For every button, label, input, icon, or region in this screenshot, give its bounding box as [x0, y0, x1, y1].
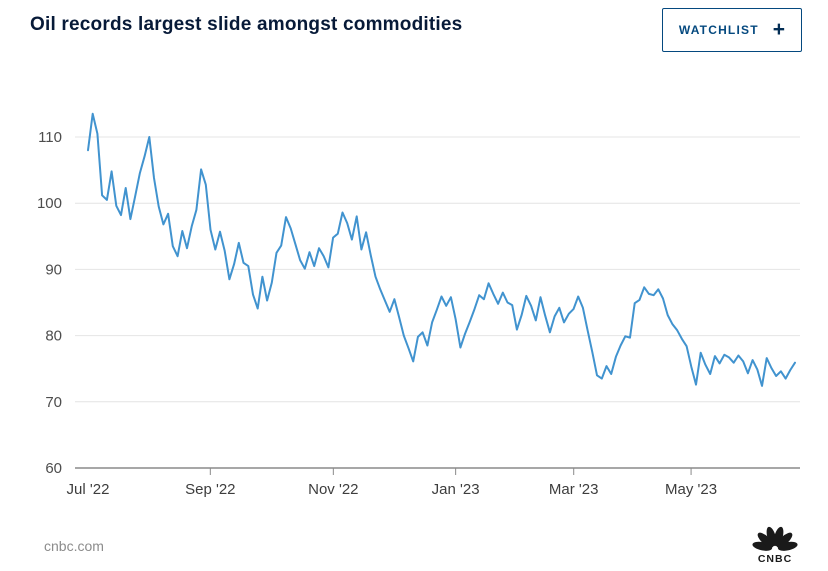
source-attribution: cnbc.com [44, 538, 104, 554]
x-tick-label: Sep '22 [185, 481, 235, 498]
watchlist-label: WATCHLIST [678, 23, 759, 37]
cnbc-logo: CNBC [752, 526, 798, 564]
x-tick-label: Mar '23 [549, 481, 599, 498]
x-tick-label: Jan '23 [432, 481, 480, 498]
price-line [87, 112, 796, 387]
y-tick-label: 90 [45, 261, 62, 278]
watchlist-button[interactable]: WATCHLIST + [661, 8, 802, 52]
oil-price-line-chart: 60 70 80 90 100 110 Jul '22 Sep '22 Nov '22 Jan '… [37, 112, 800, 498]
peacock-icon [752, 526, 798, 551]
y-tick-label: 100 [37, 195, 62, 212]
y-tick-label: 110 [38, 129, 62, 146]
chart-title: Oil records largest slide amongst commod… [30, 14, 463, 35]
plus-icon: + [772, 17, 785, 41]
x-tick-label: May '23 [665, 481, 717, 498]
x-tick-label: Nov '22 [308, 481, 358, 498]
y-tick-label: 80 [45, 328, 62, 345]
cnbc-wordmark: CNBC [758, 553, 792, 564]
y-tick-label: 60 [45, 460, 62, 477]
y-tick-label: 70 [45, 394, 62, 411]
x-tick-label: Jul '22 [67, 481, 110, 498]
